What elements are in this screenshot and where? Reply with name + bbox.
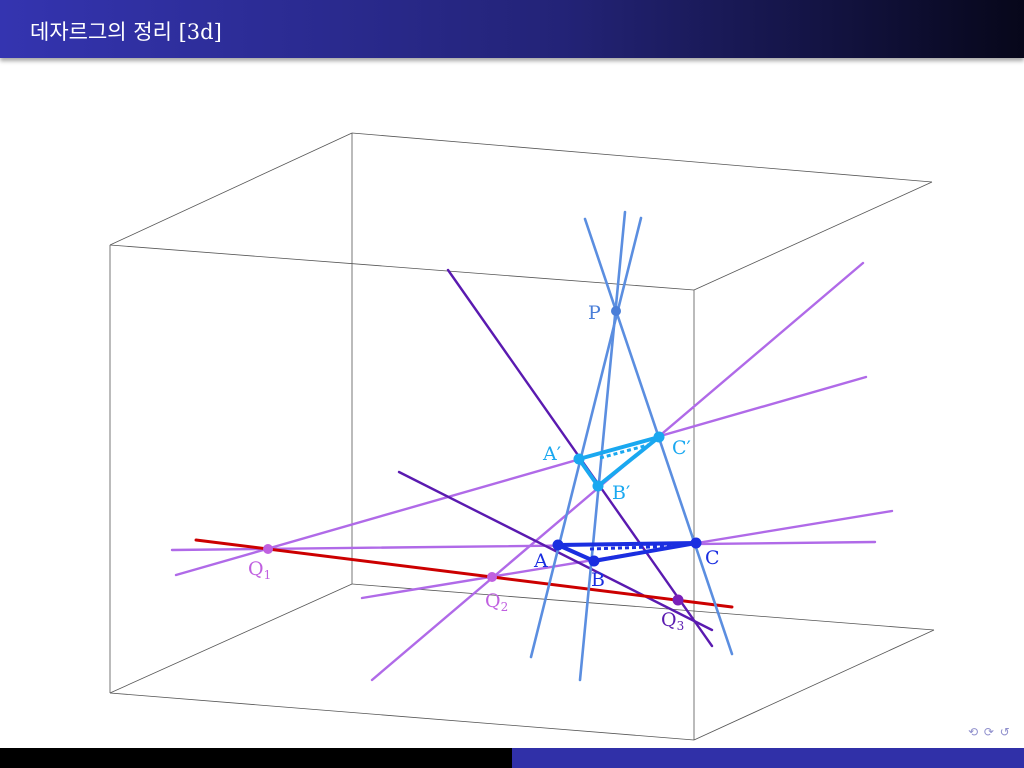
slide-title: 데자르그의 정리 [3d] [30, 20, 222, 44]
triangle-ApBpCp [577, 435, 661, 488]
slide-header: 데자르그의 정리 [3d] [0, 0, 1024, 58]
point-C-prime [653, 431, 665, 443]
triangle-side [596, 435, 661, 488]
points [263, 306, 702, 606]
label-Q2-letter: Q [485, 590, 501, 612]
box-edge [109, 583, 353, 694]
beamer-navigation-icons[interactable]: ⟲ ⟳ ↺ [968, 725, 1011, 739]
point-Q1 [263, 544, 273, 554]
label-Q1: Q1 [248, 558, 271, 582]
triangle-hatch [599, 443, 649, 460]
label-A-prime: A′ [542, 443, 561, 465]
label-P: P [588, 302, 601, 324]
box-edge [693, 181, 933, 291]
point-A [552, 539, 564, 551]
label-A: A [533, 550, 548, 572]
triangle-side [557, 541, 697, 547]
triangle-side [557, 543, 595, 563]
label-C: C [705, 547, 720, 569]
label-B-prime: B′ [612, 482, 630, 504]
triangle-side [593, 541, 697, 563]
point-B-prime [592, 480, 604, 492]
labels: P A′ B′ C′ A B C Q1 Q2 Q3 [248, 302, 720, 633]
label-Q3: Q3 [661, 609, 684, 633]
point-A-prime [573, 453, 585, 465]
label-Q2-subscript: 2 [501, 600, 509, 614]
point-Q2 [487, 572, 497, 582]
footer-bar-left [0, 748, 512, 768]
triangle-side [578, 435, 660, 461]
box-edge [351, 583, 935, 631]
box-edge [351, 132, 933, 183]
point-C [690, 537, 702, 549]
box-edge [109, 132, 353, 246]
box-edge [693, 629, 935, 741]
box-edge [109, 244, 695, 291]
point-B [588, 555, 600, 567]
label-C-prime: C′ [672, 437, 691, 459]
label-Q3-subscript: 3 [677, 619, 685, 633]
point-Q3 [672, 594, 684, 606]
footer-bar-right [512, 748, 1024, 768]
triangle-hatch [589, 544, 681, 551]
ray-PB [578, 210, 627, 682]
bounding-box [109, 132, 935, 741]
label-Q1-letter: Q [248, 558, 264, 580]
label-B: B [591, 569, 605, 591]
box-edge [109, 692, 695, 741]
desargues-axis-line [194, 538, 734, 609]
ray-PA [529, 216, 643, 659]
point-P [611, 306, 621, 316]
label-Q2: Q2 [485, 590, 508, 614]
triangle-ABC [557, 541, 697, 563]
line-ApBp-extended [174, 375, 868, 577]
line-ApCp-extended [397, 470, 714, 632]
line-AB-extended [170, 540, 877, 552]
label-Q3-letter: Q [661, 609, 677, 631]
triangle-side [577, 457, 600, 488]
side-lines [170, 261, 894, 682]
label-Q1-subscript: 1 [264, 568, 272, 582]
